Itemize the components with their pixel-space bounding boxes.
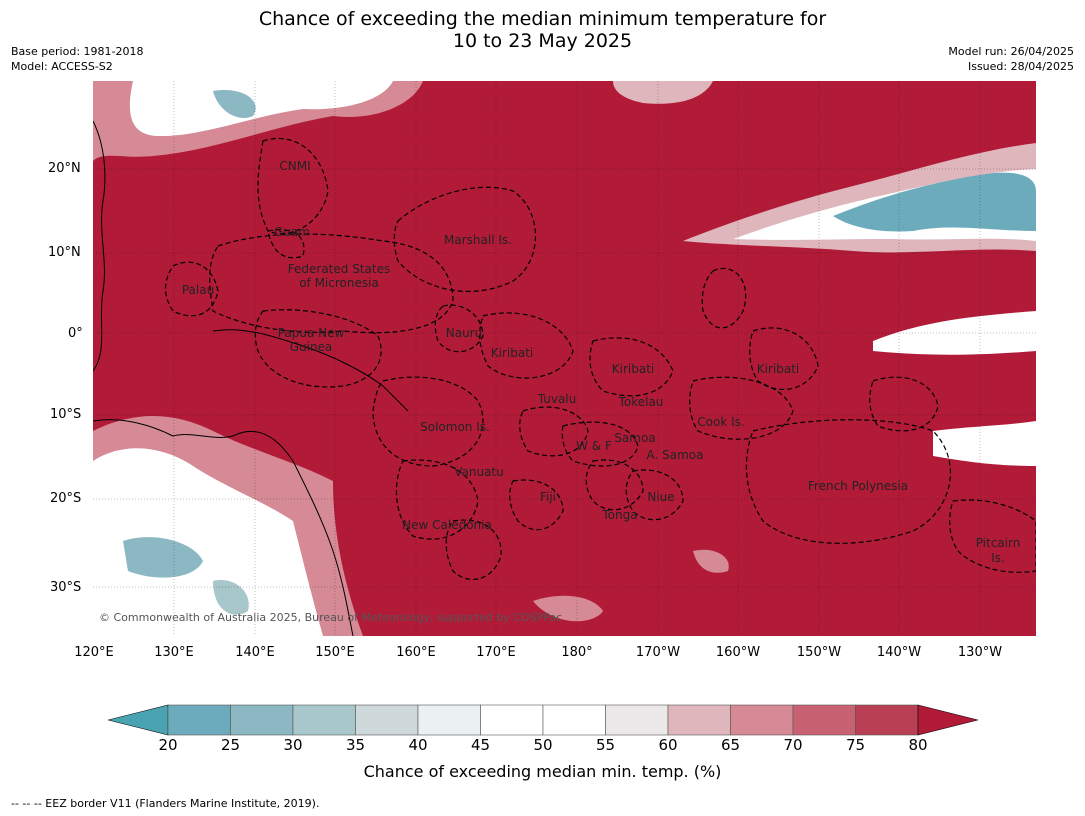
probability-bands: [93, 81, 1036, 636]
colorbar-tick: 45: [470, 736, 491, 754]
colorbar-tick: 20: [158, 736, 178, 754]
footnote: -- -- -- EEZ border V11 (Flanders Marine…: [11, 797, 320, 810]
region-label: W & F: [576, 439, 612, 453]
graticule: [93, 81, 1036, 636]
lat-label: 10°N: [48, 245, 81, 260]
lat-label: 10°S: [50, 407, 82, 422]
colorbar-segment: [167, 704, 231, 736]
region-label: French Polynesia: [808, 479, 908, 493]
eez-borders: [164, 137, 1036, 580]
region-label: Tuvalu: [537, 392, 577, 406]
lat-label: 20°N: [48, 161, 81, 176]
colorbar: [108, 704, 978, 736]
region-label: Pitcairn: [976, 536, 1021, 550]
colorbar-tick: 40: [408, 736, 428, 754]
region-label: Tonga: [601, 508, 637, 522]
lat-label: 30°S: [50, 580, 82, 595]
colorbar-tick: 35: [345, 736, 366, 754]
base-period: Base period: 1981-2018: [11, 45, 144, 58]
region-label: Kiribati: [757, 362, 799, 376]
lon-label: 180°: [561, 645, 593, 660]
region-label: of Micronesia: [299, 276, 379, 290]
region-label: Papua New: [278, 326, 345, 340]
colorbar-segment: [480, 704, 544, 736]
colorbar-extend-high: [917, 704, 978, 736]
issued-date: Issued: 28/04/2025: [967, 60, 1074, 73]
region-labels: CNMI Guam Marshall Is. Federated States …: [182, 159, 1020, 565]
lon-label: 170°E: [476, 645, 516, 660]
colorbar-tick: 50: [533, 736, 553, 754]
lon-label: 160°E: [396, 645, 436, 660]
meta-left: Base period: 1981-2018 Model: ACCESS-S2: [11, 44, 143, 74]
lon-label: 160°W: [715, 645, 761, 660]
lon-label: 150°W: [796, 645, 842, 660]
region-label: Solomon Is.: [420, 420, 490, 434]
region-label: Is.: [991, 551, 1005, 565]
region-label: Kiribati: [612, 362, 654, 376]
region-label: CNMI: [279, 159, 310, 173]
colorbar-segment: [667, 704, 731, 736]
model-name: Model: ACCESS-S2: [11, 60, 113, 73]
lat-label: 20°S: [50, 491, 82, 506]
region-label: Tokelau: [618, 395, 664, 409]
region-label: Cook Is.: [697, 415, 744, 429]
region-label: Marshall Is.: [444, 233, 512, 247]
region-label: New Caledonia: [402, 518, 492, 532]
region-label: Kiribati: [491, 346, 533, 360]
colorbar-tick: 60: [658, 736, 678, 754]
lon-label: 140°W: [876, 645, 922, 660]
region-label: A. Samoa: [647, 448, 704, 462]
map-title: Chance of exceeding the median minimum t…: [0, 8, 1085, 52]
colorbar-segment: [417, 704, 481, 736]
lon-label: 150°E: [315, 645, 355, 660]
copyright-text: © Commonwealth of Australia 2025, Bureau…: [99, 611, 562, 624]
colorbar-segment: [355, 704, 419, 736]
colorbar-segment: [605, 704, 669, 736]
colorbar-title: Chance of exceeding median min. temp. (%…: [363, 762, 722, 781]
region-label: Federated States: [288, 262, 390, 276]
map-svg: CNMI Guam Marshall Is. Federated States …: [93, 81, 1036, 636]
colorbar-segment: [230, 704, 294, 736]
colorbar-segment: [542, 704, 606, 736]
colorbar-segments: [108, 704, 978, 736]
colorbar-tick: 65: [720, 736, 741, 754]
lon-label: 130°W: [957, 645, 1003, 660]
title-line-2: 10 to 23 May 2025: [452, 30, 633, 52]
lon-label: 170°W: [635, 645, 681, 660]
colorbar-tick: 30: [283, 736, 303, 754]
region-label: Fiji: [540, 490, 556, 504]
colorbar-segment: [292, 704, 356, 736]
lon-label: 120°E: [74, 645, 114, 660]
region-label: Nauru: [446, 326, 482, 340]
colorbar-extend-low: [108, 704, 169, 736]
model-run: Model run: 26/04/2025: [948, 45, 1074, 58]
region-label: Samoa: [614, 431, 655, 445]
colorbar-tick: 75: [845, 736, 866, 754]
coastlines: [93, 120, 409, 636]
lon-label: 140°E: [235, 645, 275, 660]
colorbar-segment: [855, 704, 919, 736]
region-label: Niue: [647, 490, 674, 504]
colorbar-tick: 25: [220, 736, 241, 754]
region-label: Guinea: [290, 340, 333, 354]
region-label: Guam: [274, 225, 310, 239]
lon-label: 130°E: [154, 645, 194, 660]
lat-label: 0°: [68, 326, 83, 341]
colorbar-segment: [730, 704, 794, 736]
colorbar-segment: [792, 704, 856, 736]
colorbar-tick: 80: [908, 736, 928, 754]
colorbar-tick: 70: [783, 736, 803, 754]
colorbar-tick: 55: [595, 736, 616, 754]
region-label: Vanuatu: [454, 465, 504, 479]
meta-right: Model run: 26/04/2025 Issued: 28/04/2025: [948, 44, 1074, 74]
title-line-1: Chance of exceeding the median minimum t…: [258, 8, 827, 30]
region-label: Palau: [182, 283, 214, 297]
map-area: CNMI Guam Marshall Is. Federated States …: [93, 81, 1036, 636]
